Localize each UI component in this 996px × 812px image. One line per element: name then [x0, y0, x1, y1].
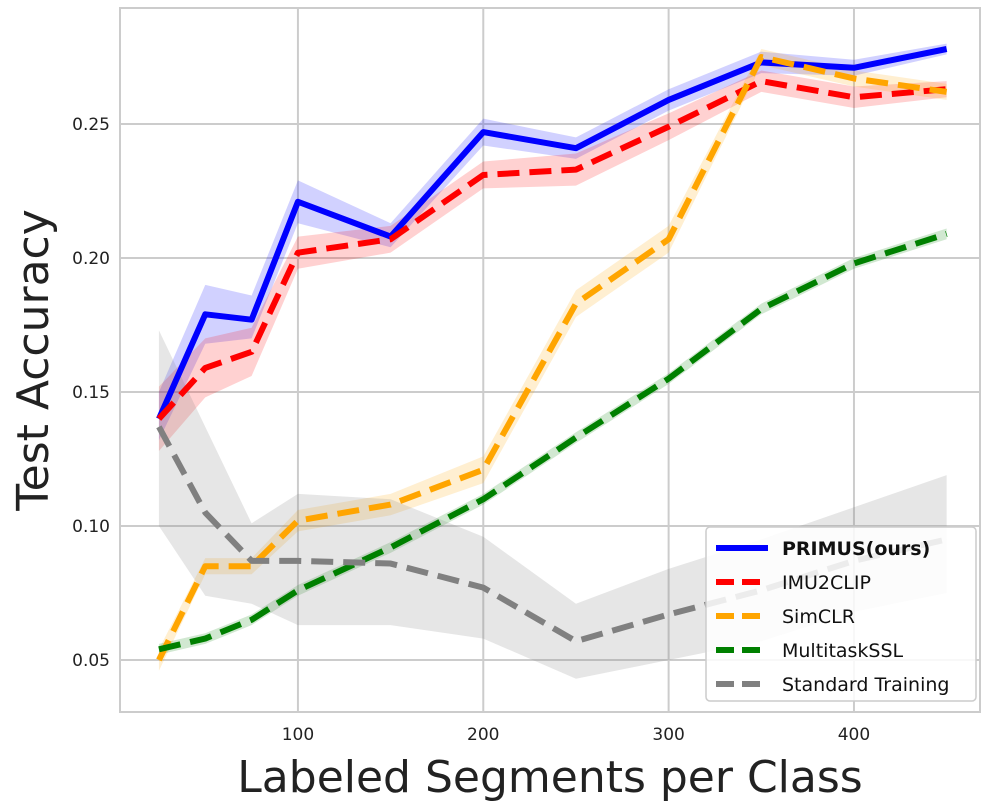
band-simclr: [158, 49, 947, 671]
band-imu2clip: [158, 70, 947, 451]
y-tick-label: 0.10: [72, 517, 110, 537]
series-lines: [156, 46, 948, 662]
y-tick-label: 0.15: [72, 383, 110, 403]
y-tick-label: 0.05: [72, 651, 110, 671]
legend-label-primus-ours: PRIMUS(ours): [782, 538, 930, 560]
x-tick-labels: 100 200 300 400: [282, 725, 870, 745]
legend: PRIMUS(ours) IMU2CLIP SimCLR MultitaskSSL St…: [705, 526, 977, 702]
x-axis-label: Labeled Segments per Class: [237, 752, 862, 803]
x-tick-label: 100: [282, 725, 314, 745]
legend-label-simclr: SimCLR: [782, 606, 855, 628]
legend-label-imu2clip: IMU2CLIP: [782, 572, 871, 594]
x-tick-label: 300: [652, 725, 684, 745]
y-axis-label: Test Accuracy: [8, 209, 59, 512]
legend-label-multitaskssl: MultitaskSSL: [782, 640, 904, 662]
plot-frame: [119, 7, 981, 713]
y-tick-label: 0.25: [72, 115, 110, 135]
y-tick-label: 0.20: [72, 249, 110, 269]
x-tick-label: 400: [838, 725, 870, 745]
y-tick-labels: 0.05 0.10 0.15 0.20 0.25: [72, 115, 110, 671]
legend-box: [705, 526, 977, 702]
legend-label-standard-training: Standard Training: [782, 674, 949, 696]
line-simclr: [156, 54, 948, 662]
x-tick-label: 200: [467, 725, 499, 745]
